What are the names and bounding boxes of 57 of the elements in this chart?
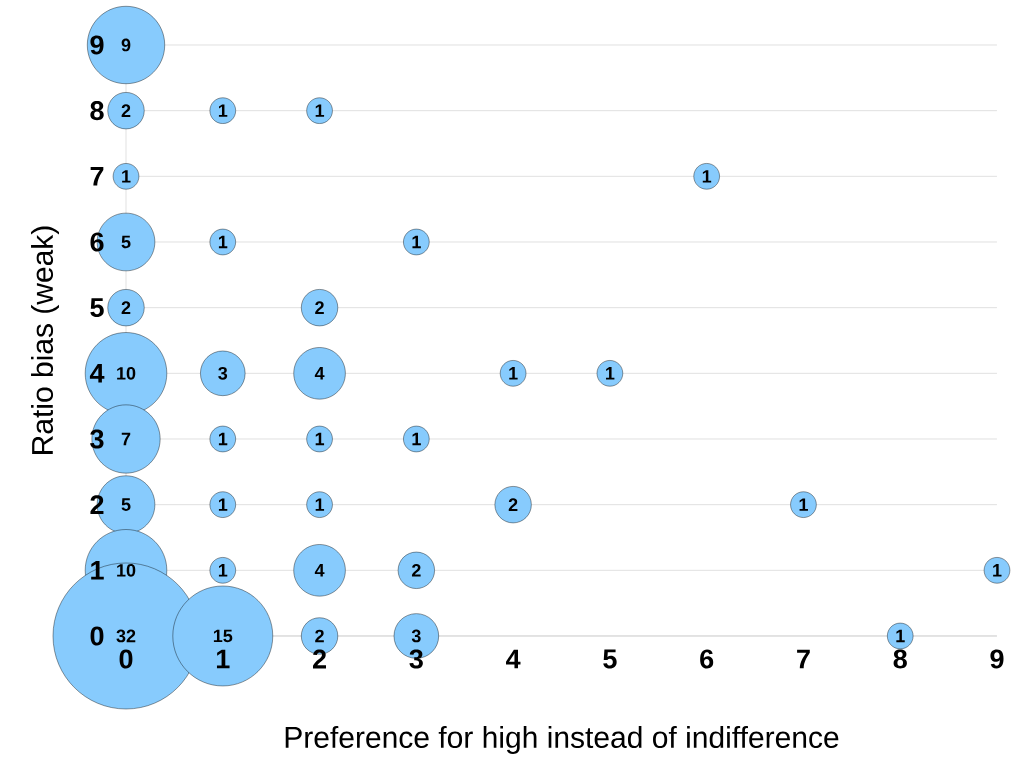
data-label: 7 (121, 432, 131, 446)
data-label: 1 (606, 367, 615, 380)
data-label: 1 (218, 104, 228, 117)
y-tick-label: 1 (91, 561, 104, 580)
data-label: 10 (117, 366, 136, 380)
data-label: 1 (412, 235, 421, 249)
y-tick-label: 7 (90, 167, 104, 186)
data-label: 9 (121, 38, 131, 52)
x-tick-label: 1 (216, 649, 230, 669)
data-label: 1 (315, 498, 325, 511)
y-tick-label: 6 (90, 232, 104, 252)
data-label: 2 (411, 564, 421, 577)
x-tick-label: 0 (119, 649, 133, 669)
y-tick-label: 3 (90, 429, 104, 449)
data-label: 1 (799, 498, 808, 511)
data-label: 15 (213, 629, 233, 643)
data-label: 1 (218, 235, 228, 249)
data-label: 2 (315, 301, 324, 314)
data-label: 2 (121, 301, 131, 314)
data-label: 3 (411, 629, 421, 643)
data-label: 1 (122, 170, 131, 183)
x-axis-title: Preference for high instead of indifference (285, 726, 839, 754)
x-tick-label: 6 (700, 649, 714, 669)
data-label: 1 (702, 170, 712, 183)
data-label: 1 (218, 564, 228, 577)
data-label: 1 (218, 432, 228, 446)
x-tick-label: 4 (506, 649, 521, 669)
x-tick-label: 7 (797, 649, 810, 669)
data-label: 4 (314, 564, 325, 577)
y-tick-label: 0 (90, 626, 104, 646)
x-tick-label: 9 (990, 649, 1004, 669)
y-tick-label: 4 (89, 364, 105, 383)
data-label: 1 (412, 432, 421, 446)
y-tick-label: 5 (90, 298, 104, 318)
data-label: 2 (508, 498, 518, 511)
data-label: 2 (315, 629, 324, 643)
data-label: 5 (121, 235, 131, 249)
data-label: 1 (315, 104, 325, 117)
data-label: 1 (896, 629, 905, 643)
data-label: 5 (121, 498, 131, 511)
x-tick-label: 5 (603, 649, 617, 669)
y-tick-label: 8 (90, 101, 104, 121)
y-axis-title: Ratio bias (weak) (31, 226, 59, 454)
x-tick-label: 3 (409, 649, 423, 669)
data-label: 4 (314, 367, 325, 380)
data-label: 1 (315, 432, 325, 446)
x-tick-label: 8 (893, 649, 907, 669)
x-tick-label: 2 (313, 649, 326, 669)
data-label: 1 (218, 498, 228, 511)
data-label: 32 (116, 629, 136, 643)
data-label: 1 (509, 367, 518, 380)
data-label: 10 (117, 563, 136, 577)
data-label: 3 (218, 366, 228, 380)
y-tick-label: 9 (90, 35, 104, 55)
y-tick-label: 2 (90, 495, 104, 515)
data-label: 1 (993, 564, 1002, 577)
data-label: 2 (121, 104, 131, 117)
